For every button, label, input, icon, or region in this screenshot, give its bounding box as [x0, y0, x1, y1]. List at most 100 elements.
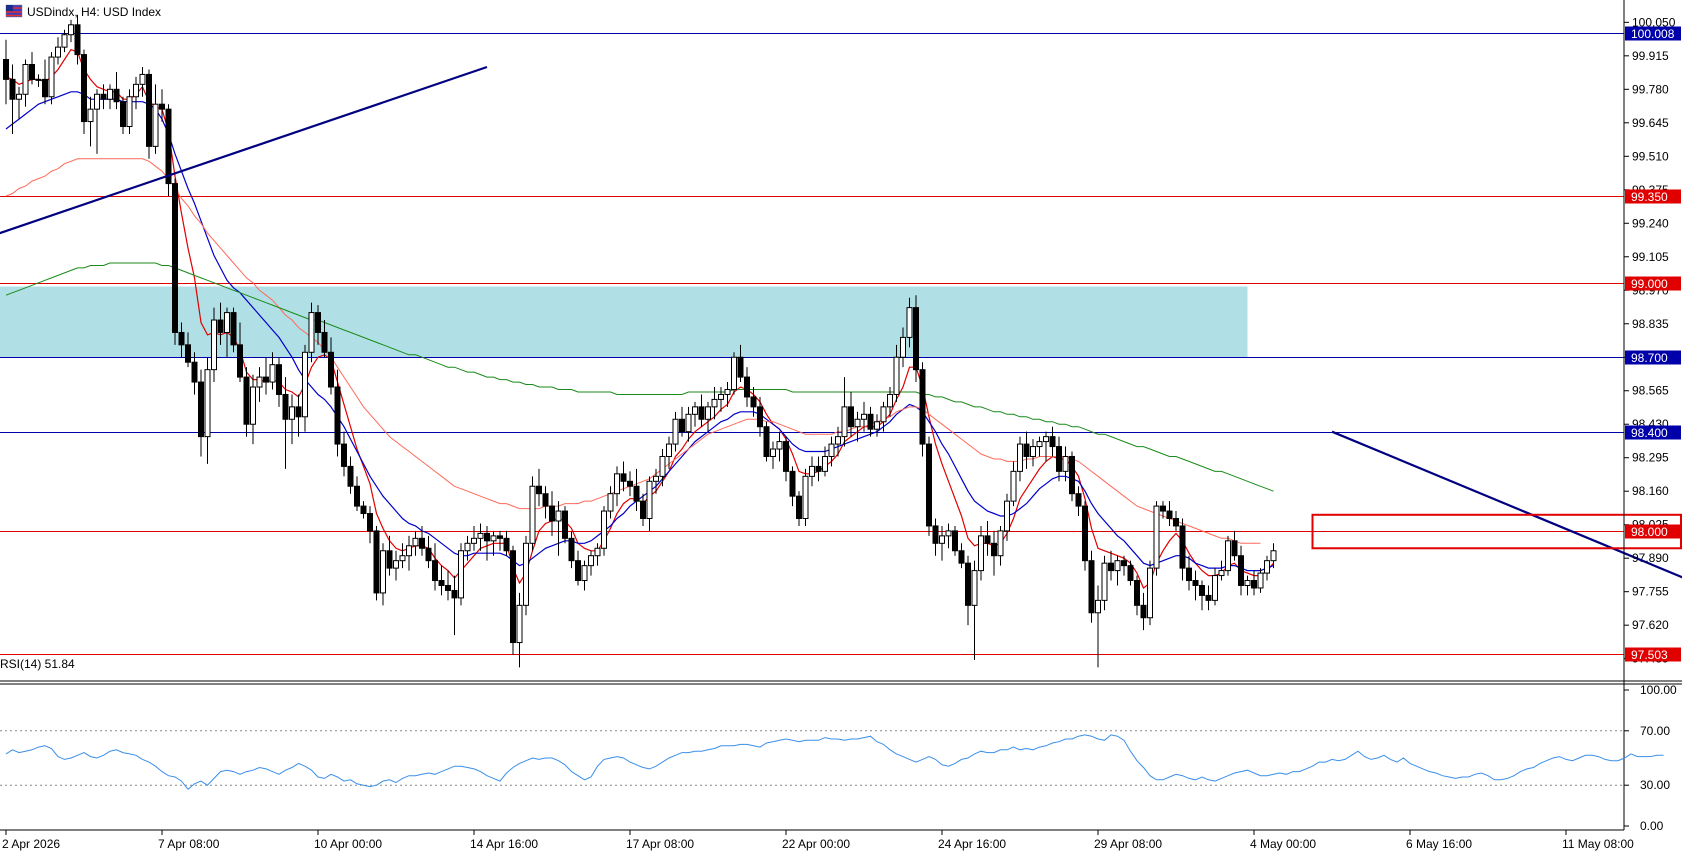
candle-bear [159, 103, 165, 110]
candle-bear [679, 418, 685, 433]
candle-bull [399, 555, 406, 562]
candle-bull [900, 336, 906, 358]
candle-bull [204, 369, 211, 438]
candle-bear [438, 580, 445, 586]
time-tick-label: 11 May 08:00 [1562, 837, 1634, 851]
rsi-tick-label: 0.00 [1640, 819, 1664, 833]
trendline [1331, 430, 1682, 579]
candle-bear [913, 307, 919, 371]
candle-bull [607, 493, 614, 512]
candle-bear [445, 584, 451, 591]
candle-bull [1004, 500, 1010, 532]
candle-bear [1166, 510, 1173, 520]
moving-average-line [5, 48, 1274, 589]
symbol-header: USDindx, H4: USD Index [5, 4, 161, 19]
candle-bear [737, 356, 744, 378]
candle-bear [295, 406, 302, 418]
price-tick-label: 99.510 [1632, 149, 1669, 163]
price-tick-label: 100.050 [1632, 15, 1676, 29]
candle-bull [1153, 505, 1160, 569]
candle-bear [620, 473, 627, 482]
candle-bull [256, 376, 263, 388]
candle-bear [1238, 555, 1244, 586]
level-tag-label: 97.503 [1631, 648, 1668, 662]
candle-bear [757, 406, 763, 428]
candle-bear [1199, 584, 1205, 596]
candle-bear [29, 64, 35, 80]
time-tick-label: 22 Apr 00:00 [782, 837, 850, 851]
candle-bear [432, 560, 438, 582]
price-tick-label: 97.890 [1632, 551, 1669, 565]
candle-bull [971, 570, 978, 606]
level-tag [1625, 276, 1681, 291]
candle-bull [1036, 441, 1043, 448]
candle-bear [217, 319, 224, 333]
candle-bear [965, 562, 971, 606]
candle-bull [1218, 570, 1225, 577]
moving-average-line [5, 262, 1274, 492]
candle-bull [724, 388, 731, 395]
candle-bear [341, 443, 347, 467]
candle-bear [484, 532, 490, 542]
moving-averages-layer [5, 48, 1274, 589]
candle-bull [653, 475, 659, 482]
candle-bear [958, 550, 965, 564]
level-tag [1625, 189, 1681, 204]
candle-bull [61, 34, 68, 48]
candle-bull [516, 604, 523, 644]
candle-bear [165, 108, 172, 185]
candle-bull [666, 443, 672, 457]
candle-bear [198, 381, 204, 438]
candle-bull [1147, 567, 1153, 619]
candle-bear [386, 550, 393, 569]
candle-bull [594, 547, 601, 557]
candle-bull [854, 418, 861, 428]
candle-bull [152, 103, 159, 147]
symbol-info: USDindx, H4: USD Index [27, 5, 161, 19]
candle-bear [360, 505, 367, 515]
candle-bear [1108, 562, 1114, 572]
candle-bull [16, 93, 22, 100]
candle-bear [1088, 560, 1095, 614]
levels-layer [0, 33, 1624, 655]
candle-bear [503, 537, 510, 552]
candle-bull [94, 93, 100, 110]
candle-bear [230, 312, 237, 346]
candle-bull [412, 537, 419, 547]
candle-bull [906, 307, 913, 338]
candle-bull [893, 356, 900, 395]
candle-bear [1056, 446, 1062, 472]
candle-bull [1030, 446, 1036, 457]
candle-bear [347, 465, 354, 487]
candle-bull [809, 465, 815, 477]
candle-bear [1251, 580, 1257, 589]
candle-bull [1270, 550, 1277, 562]
candle-bear [282, 393, 289, 420]
candle-bull [705, 406, 711, 420]
candle-bull [672, 418, 679, 445]
price-axis: 100.05099.91599.78099.64599.51099.37599.… [1624, 15, 1676, 666]
candle-bear [334, 386, 341, 445]
candle-bull [1043, 436, 1049, 443]
candle-bull [731, 356, 737, 390]
candle-bear [1160, 505, 1166, 512]
candle-bull [107, 88, 113, 100]
price-tick-label: 99.915 [1632, 49, 1669, 63]
candle-bear [568, 537, 575, 562]
price-tick-label: 99.105 [1632, 250, 1669, 264]
time-tick-label: 29 Apr 08:00 [1094, 837, 1162, 851]
candle-bear [744, 376, 750, 398]
candle-bear [367, 513, 373, 532]
candle-bull [874, 421, 880, 430]
level-tag-label: 98.400 [1631, 426, 1668, 440]
candle-bear [74, 24, 81, 56]
candle-bear [1134, 580, 1140, 606]
candle-bull [835, 436, 841, 445]
candle-bull [22, 64, 29, 95]
rsi-axis: 100.00 70.00 30.00 0.00 [1624, 683, 1677, 833]
candle-bull [718, 393, 724, 400]
candle-bear [633, 485, 640, 502]
price-tick-label: 99.645 [1632, 116, 1669, 130]
candle-bear [848, 406, 854, 428]
